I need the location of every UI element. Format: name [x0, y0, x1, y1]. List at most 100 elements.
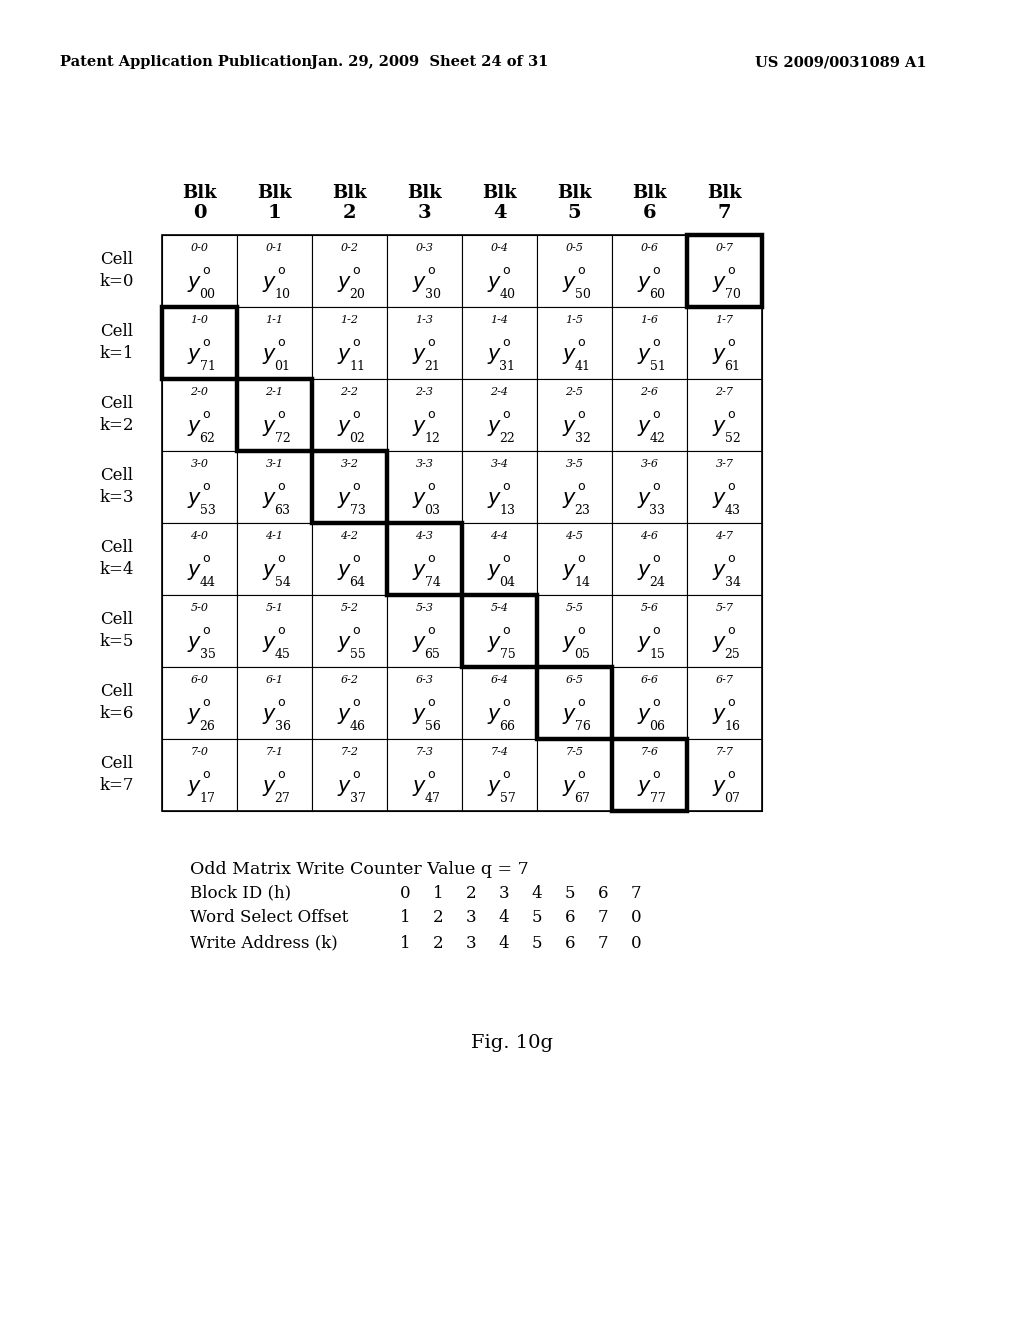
Text: 5: 5: [565, 884, 575, 902]
Text: 3-7: 3-7: [716, 459, 733, 469]
Text: $\mathit{y}$: $\mathit{y}$: [187, 634, 202, 653]
Text: Cell: Cell: [100, 396, 133, 412]
Text: 4-5: 4-5: [565, 531, 584, 541]
Text: $\mathit{y}$: $\mathit{y}$: [712, 346, 727, 366]
Text: $\mathrm{o}$: $\mathrm{o}$: [727, 767, 736, 780]
Text: $\mathit{y}$: $\mathit{y}$: [487, 706, 502, 726]
Text: $\mathrm{o}$: $\mathrm{o}$: [727, 335, 736, 348]
Text: 1: 1: [399, 935, 411, 952]
Text: 54: 54: [274, 576, 291, 589]
Text: 0-7: 0-7: [716, 243, 733, 253]
Text: $\mathrm{o}$: $\mathrm{o}$: [577, 479, 586, 492]
Text: 3-3: 3-3: [416, 459, 433, 469]
Text: 45: 45: [274, 648, 291, 660]
Text: 00: 00: [200, 288, 215, 301]
Bar: [162, 379, 237, 451]
Bar: [312, 667, 387, 739]
Text: 1: 1: [267, 205, 282, 222]
Text: $\mathit{y}$: $\mathit{y}$: [562, 634, 578, 653]
Text: 1-1: 1-1: [265, 315, 284, 325]
Text: k=2: k=2: [99, 417, 134, 434]
Text: $\mathit{y}$: $\mathit{y}$: [187, 706, 202, 726]
Text: 6-6: 6-6: [640, 675, 658, 685]
Text: 2-2: 2-2: [341, 387, 358, 397]
Text: 5: 5: [567, 205, 582, 222]
Text: 0-4: 0-4: [490, 243, 509, 253]
Text: 2-6: 2-6: [640, 387, 658, 397]
Text: $\mathit{y}$: $\mathit{y}$: [337, 346, 352, 366]
Text: 2-3: 2-3: [416, 387, 433, 397]
Text: 6-7: 6-7: [716, 675, 733, 685]
Bar: [462, 235, 537, 308]
Text: 0: 0: [631, 909, 641, 927]
Bar: [612, 379, 687, 451]
Bar: [612, 739, 687, 810]
Text: $\mathrm{o}$: $\mathrm{o}$: [502, 696, 511, 709]
Text: $\mathit{y}$: $\mathit{y}$: [637, 346, 652, 366]
Text: 3-6: 3-6: [640, 459, 658, 469]
Text: $\mathit{y}$: $\mathit{y}$: [487, 490, 502, 510]
Text: $\mathrm{o}$: $\mathrm{o}$: [427, 408, 436, 421]
Text: 6-1: 6-1: [265, 675, 284, 685]
Text: 5-2: 5-2: [341, 603, 358, 612]
Text: 5-1: 5-1: [265, 603, 284, 612]
Bar: [237, 595, 312, 667]
Text: $\mathit{y}$: $\mathit{y}$: [712, 490, 727, 510]
Text: 10: 10: [274, 288, 291, 301]
Bar: [387, 595, 462, 667]
Text: 6-2: 6-2: [341, 675, 358, 685]
Bar: [537, 667, 612, 739]
Bar: [162, 667, 237, 739]
Text: $\mathit{y}$: $\mathit{y}$: [562, 490, 578, 510]
Text: 51: 51: [649, 359, 666, 372]
Bar: [312, 739, 387, 810]
Text: 3-1: 3-1: [265, 459, 284, 469]
Text: $\mathrm{o}$: $\mathrm{o}$: [652, 335, 662, 348]
Text: $\mathrm{o}$: $\mathrm{o}$: [502, 408, 511, 421]
Text: 1-0: 1-0: [190, 315, 209, 325]
Text: 16: 16: [725, 719, 740, 733]
Bar: [387, 308, 462, 379]
Text: $\mathrm{o}$: $\mathrm{o}$: [727, 552, 736, 565]
Bar: [687, 667, 762, 739]
Text: 2: 2: [343, 205, 356, 222]
Text: $\mathrm{o}$: $\mathrm{o}$: [202, 623, 211, 636]
Text: 6: 6: [643, 205, 656, 222]
Text: $\mathrm{o}$: $\mathrm{o}$: [352, 335, 361, 348]
Text: 2-4: 2-4: [490, 387, 509, 397]
Text: Cell: Cell: [100, 611, 133, 628]
Text: 76: 76: [574, 719, 591, 733]
Text: 0: 0: [399, 884, 411, 902]
Text: 7: 7: [718, 205, 731, 222]
Text: $\mathrm{o}$: $\mathrm{o}$: [427, 623, 436, 636]
Text: $\mathit{y}$: $\mathit{y}$: [487, 346, 502, 366]
Text: $\mathit{y}$: $\mathit{y}$: [562, 706, 578, 726]
Bar: [387, 523, 462, 595]
Bar: [312, 451, 387, 523]
Text: Odd Matrix Write Counter Value q = 7: Odd Matrix Write Counter Value q = 7: [190, 861, 528, 878]
Text: 07: 07: [725, 792, 740, 804]
Text: $\mathit{y}$: $\mathit{y}$: [187, 346, 202, 366]
Text: $\mathit{y}$: $\mathit{y}$: [262, 562, 278, 582]
Bar: [612, 739, 687, 810]
Text: $\mathit{y}$: $\mathit{y}$: [412, 275, 427, 294]
Text: $\mathrm{o}$: $\mathrm{o}$: [278, 335, 286, 348]
Text: $\mathit{y}$: $\mathit{y}$: [337, 706, 352, 726]
Text: 3-2: 3-2: [341, 459, 358, 469]
Text: 24: 24: [649, 576, 666, 589]
Text: 75: 75: [500, 648, 515, 660]
Text: $\mathrm{o}$: $\mathrm{o}$: [577, 264, 586, 276]
Text: $\mathit{y}$: $\mathit{y}$: [712, 777, 727, 799]
Text: k=0: k=0: [99, 273, 134, 290]
Text: $\mathrm{o}$: $\mathrm{o}$: [652, 479, 662, 492]
Bar: [237, 739, 312, 810]
Text: 1-2: 1-2: [341, 315, 358, 325]
Bar: [387, 451, 462, 523]
Bar: [312, 595, 387, 667]
Text: $\mathit{y}$: $\mathit{y}$: [487, 634, 502, 653]
Text: 2-5: 2-5: [565, 387, 584, 397]
Text: $\mathrm{o}$: $\mathrm{o}$: [427, 264, 436, 276]
Text: $\mathit{y}$: $\mathit{y}$: [187, 418, 202, 438]
Text: 17: 17: [200, 792, 215, 804]
Text: 4-4: 4-4: [490, 531, 509, 541]
